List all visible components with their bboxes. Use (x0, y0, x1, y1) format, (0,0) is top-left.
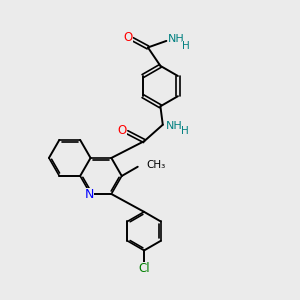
Text: H: H (181, 126, 189, 136)
Text: O: O (124, 31, 133, 44)
Text: H: H (182, 41, 190, 51)
Text: O: O (118, 124, 127, 137)
Text: NH: NH (166, 121, 183, 131)
Text: NH: NH (168, 34, 184, 44)
Text: CH₃: CH₃ (146, 160, 165, 170)
Text: N: N (84, 188, 94, 201)
Text: Cl: Cl (138, 262, 150, 275)
